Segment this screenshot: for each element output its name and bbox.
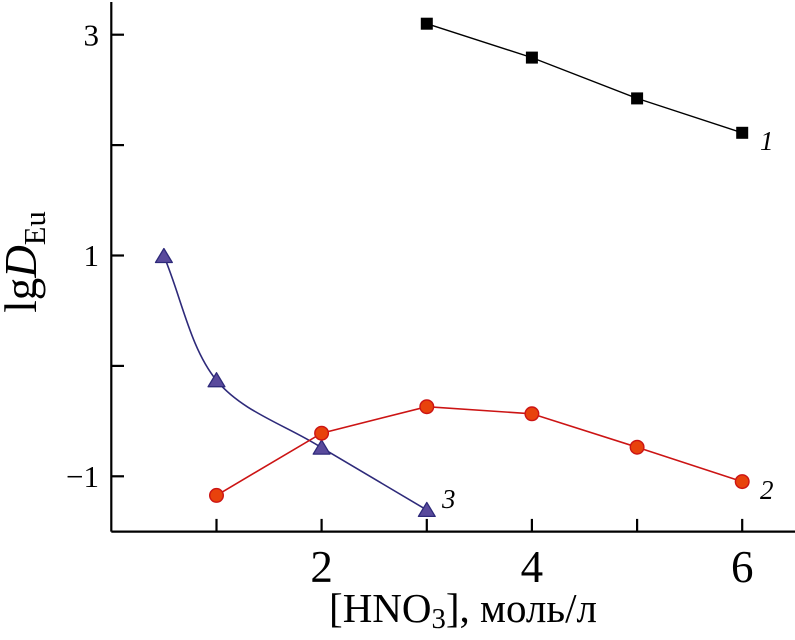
- svg-text:3: 3: [441, 484, 456, 514]
- svg-text:1: 1: [760, 126, 774, 156]
- svg-text:lgDEu: lgDEu: [0, 211, 52, 313]
- svg-text:−1: −1: [66, 459, 99, 494]
- svg-text:3: 3: [84, 18, 100, 53]
- svg-text:2: 2: [760, 475, 774, 505]
- svg-text:6: 6: [731, 542, 754, 592]
- svg-text:[HNO3], моль/л: [HNO3], моль/л: [329, 585, 597, 635]
- svg-text:1: 1: [84, 238, 100, 273]
